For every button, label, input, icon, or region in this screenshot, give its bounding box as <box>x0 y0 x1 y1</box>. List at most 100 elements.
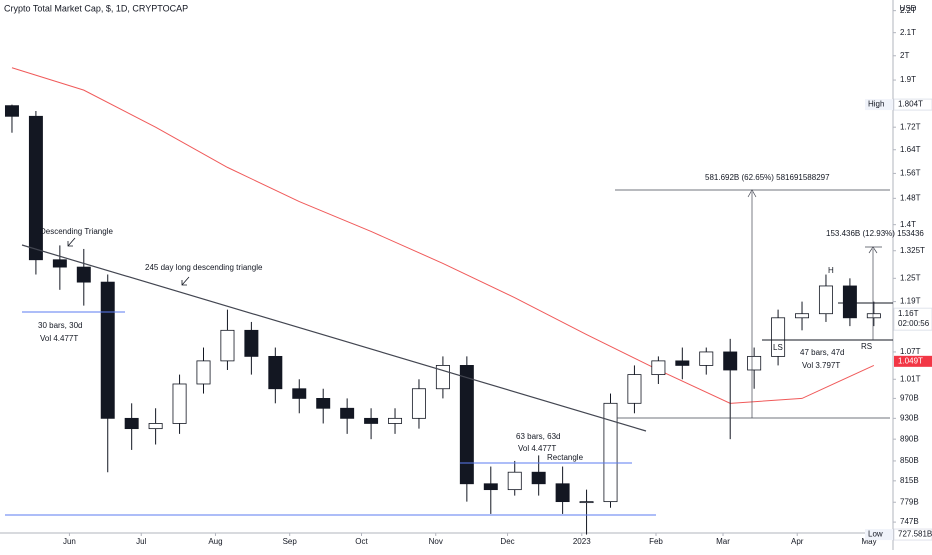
y-tick-label: 1.19T <box>900 297 921 306</box>
y-tick-label: 1.325T <box>900 246 925 255</box>
axis-unit: USD <box>900 4 917 13</box>
candle-body <box>4 105 19 117</box>
candle-body <box>842 285 857 319</box>
candle-body <box>507 471 522 491</box>
candle-body <box>292 388 307 399</box>
price-marker <box>893 528 932 541</box>
x-tick-label: Mar <box>716 537 730 546</box>
y-tick-label: 850B <box>900 456 919 465</box>
y-tick-label: 747B <box>900 517 919 526</box>
candle-body <box>148 423 163 430</box>
y-tick-label: 930B <box>900 413 919 422</box>
y-tick-label: 779B <box>900 497 919 506</box>
annotation: Vol 4.477T <box>40 334 78 343</box>
y-tick-label: 2.1T <box>900 28 916 37</box>
price-marker-name-box <box>865 99 893 111</box>
price-marker <box>894 355 932 367</box>
candle-body <box>220 329 235 362</box>
candle-body <box>579 501 594 504</box>
candle-body <box>771 317 786 357</box>
y-tick-label: 970B <box>900 394 919 403</box>
y-tick-label: 2T <box>900 51 909 60</box>
price-marker <box>893 98 932 111</box>
candle-body <box>268 355 283 390</box>
annotation: Vol 3.797T <box>802 361 840 370</box>
x-tick-label: Oct <box>355 537 368 546</box>
x-tick-label: Jul <box>136 537 146 546</box>
y-tick-label: 1.01T <box>900 374 921 383</box>
y-tick-label: 1.9T <box>900 75 916 84</box>
price-marker-label: 1.804T <box>898 100 923 109</box>
pointer-arrow <box>181 276 190 286</box>
price-marker-name: Low <box>868 530 883 539</box>
candle-body <box>555 483 570 503</box>
annotation: H <box>828 266 834 275</box>
candle-body <box>699 351 714 366</box>
annotations: Descending Triangle 30 bars, 30d Vol 4.4… <box>38 173 924 462</box>
price-marker-label: 1.049T <box>898 356 923 365</box>
candle-body <box>316 398 331 409</box>
annotation: 47 bars, 47d <box>800 348 844 357</box>
price-marker-label: 727.581B <box>898 530 932 539</box>
price-marker-label: 1.16T <box>898 309 919 318</box>
candle-body <box>196 360 211 385</box>
chart-title: Crypto Total Market Cap, $, 1D, CRYPTOCA… <box>4 3 188 13</box>
x-tick-label: Dec <box>500 537 514 546</box>
candle-body <box>723 351 738 371</box>
y-tick-label: 1.64T <box>900 145 921 154</box>
candle-body <box>172 383 187 424</box>
annotation: 153.436B (12.93%) 153436 <box>826 229 924 238</box>
candle-body <box>627 374 642 404</box>
candle-body <box>28 115 43 261</box>
candle-body <box>747 355 762 371</box>
candle-body <box>459 365 474 485</box>
drawings <box>5 189 893 516</box>
annotation: 30 bars, 30d <box>38 321 82 330</box>
candle-body <box>603 402 618 503</box>
candle-body <box>388 417 403 424</box>
x-tick-label: Sep <box>283 537 298 546</box>
annotation: 245 day long descending triangle <box>145 263 263 272</box>
countdown: 02:00:56 <box>898 319 930 328</box>
annotation: Descending Triangle <box>40 227 113 236</box>
price-marker-name: High <box>868 100 884 109</box>
trendline <box>21 244 647 432</box>
y-tick-label: 815B <box>900 476 919 485</box>
x-tick-label: Apr <box>791 537 804 546</box>
y-tick-label: 1.25T <box>900 273 921 282</box>
candle-body <box>52 259 67 268</box>
x-tick-label: May <box>861 537 876 546</box>
y-tick-label: 890B <box>900 434 919 443</box>
candle-body <box>795 313 810 319</box>
candle-body <box>76 266 91 283</box>
candle-body <box>364 417 379 424</box>
price-marker <box>893 307 932 331</box>
arrow-head <box>868 246 878 254</box>
price-marker-name-box <box>865 529 893 541</box>
y-tick-label: 2.2T <box>900 6 916 15</box>
pointer-arrow <box>67 237 76 247</box>
y-tick-label: 1.48T <box>900 193 921 202</box>
candle-body <box>483 483 498 491</box>
x-tick-label: Aug <box>208 537 222 546</box>
candle-body <box>100 281 115 419</box>
annotation: 63 bars, 63d <box>516 432 560 441</box>
x-tick-label: Jun <box>63 537 76 546</box>
annotation: Rectangle <box>547 453 584 462</box>
y-tick-label: 1.56T <box>900 169 921 178</box>
x-tick-label: Feb <box>649 537 663 546</box>
annotation: 581.692B (62.65%) 581691588297 <box>705 173 830 182</box>
annotation: Vol 4.477T <box>518 444 556 453</box>
candle-body <box>340 407 355 419</box>
candle-body <box>818 285 833 315</box>
arrow-head <box>747 189 757 198</box>
y-tick-label: 1.72T <box>900 122 921 131</box>
y-tick-label: 1.4T <box>900 220 916 229</box>
y-tick-label: 1.07T <box>900 347 921 356</box>
candle-body <box>651 360 666 376</box>
candle-body <box>675 360 690 366</box>
candle-body <box>531 471 546 485</box>
x-tick-label: 2023 <box>573 537 591 546</box>
annotation: RS <box>861 342 872 351</box>
